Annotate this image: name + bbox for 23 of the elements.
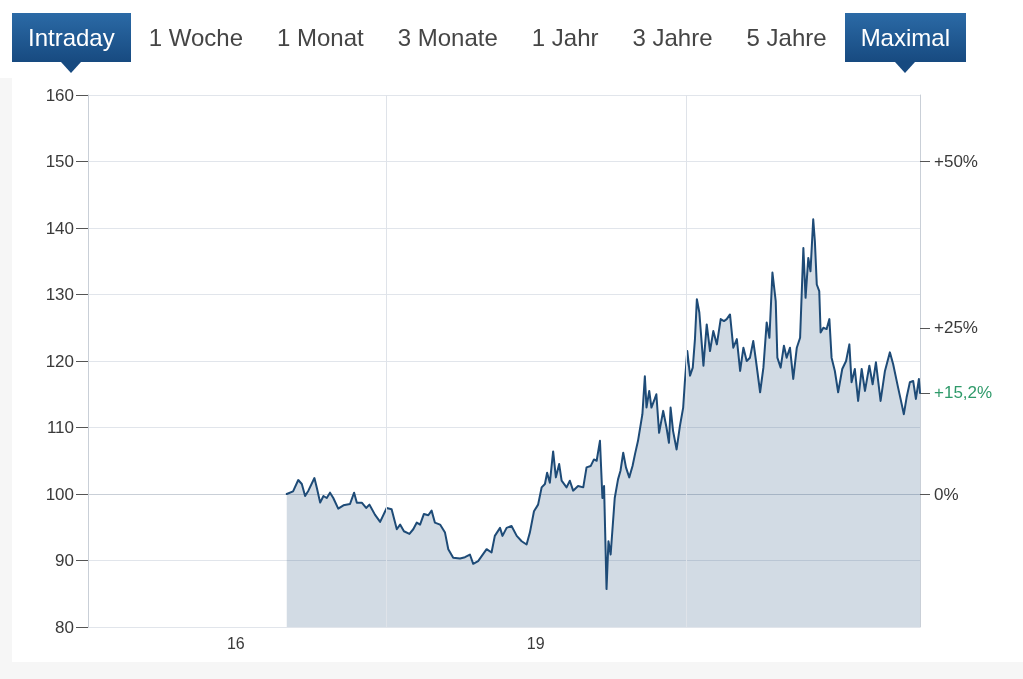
tab-button: 1 Jahr bbox=[515, 13, 615, 62]
y2-tick-label: 0% bbox=[934, 484, 959, 504]
tab-button: 3 Jahre bbox=[616, 13, 729, 62]
tab-button: Maximal bbox=[844, 13, 966, 73]
tab-button: 5 Jahre bbox=[730, 13, 843, 62]
y-tick-label: 110 bbox=[46, 418, 74, 437]
y2-tick-label: +50% bbox=[934, 152, 978, 171]
y-tick-label: 90 bbox=[55, 551, 74, 570]
tab-button: 3 Monate bbox=[381, 13, 514, 62]
y-tick-label: 140 bbox=[45, 218, 74, 238]
tab-button: 1 Monat bbox=[261, 13, 380, 62]
tab-button: Intraday bbox=[12, 13, 131, 73]
y2-tick-label: +15,2% bbox=[934, 383, 993, 403]
tab-button: 1 Woche bbox=[132, 13, 259, 62]
y-tick-label: 80 bbox=[55, 617, 74, 637]
y-tick-label: 130 bbox=[45, 285, 74, 304]
y-tick-label: 100 bbox=[45, 484, 74, 504]
x-tick-label: 16 bbox=[226, 634, 245, 652]
y-tick-label: 150 bbox=[45, 152, 74, 171]
y2-tick-label: +25% bbox=[934, 318, 978, 338]
y-tick-label: 120 bbox=[45, 351, 74, 371]
x-tick-label: 19 bbox=[526, 634, 545, 652]
y-tick-label: 160 bbox=[45, 85, 74, 105]
